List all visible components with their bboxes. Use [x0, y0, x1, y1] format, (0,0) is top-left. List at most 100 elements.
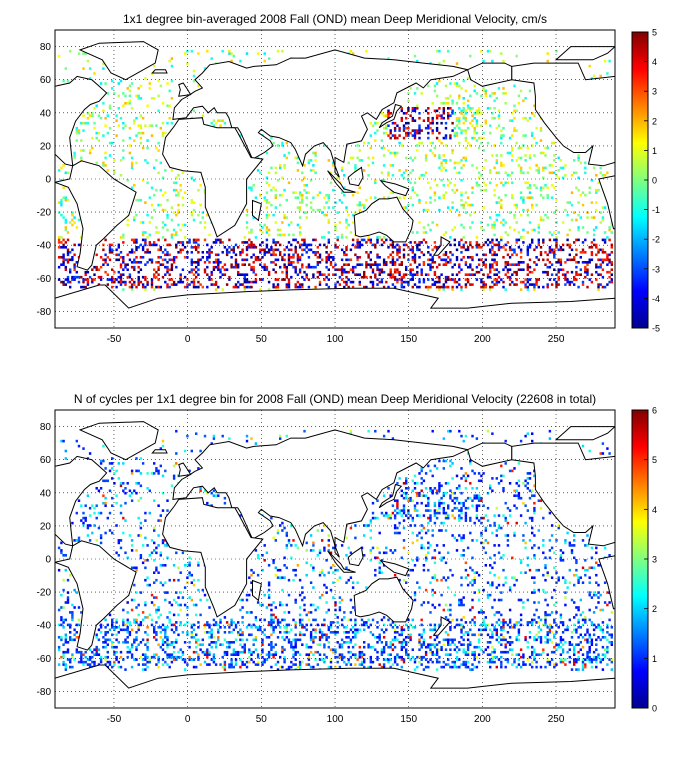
data-cell	[595, 270, 598, 274]
data-cell	[265, 151, 269, 155]
colorbar-tick-label: -2	[652, 235, 660, 245]
data-cell	[471, 668, 474, 671]
data-cell	[455, 665, 459, 669]
data-cell	[276, 668, 280, 671]
data-cell	[528, 156, 532, 160]
data-cell	[365, 586, 368, 589]
data-cell	[495, 628, 498, 632]
data-cell	[405, 623, 408, 627]
data-cell	[263, 263, 266, 266]
data-cell	[113, 660, 116, 664]
data-cell	[159, 126, 162, 130]
data-cell	[321, 258, 324, 262]
data-cell	[245, 258, 249, 262]
data-cell	[453, 184, 456, 187]
data-cell	[573, 583, 576, 587]
data-cell	[170, 263, 174, 266]
data-cell	[610, 251, 613, 254]
data-cell	[442, 258, 445, 262]
data-cell	[393, 268, 397, 271]
data-cell	[407, 636, 410, 639]
data-cell	[506, 174, 510, 177]
data-cell	[484, 263, 487, 266]
data-cell	[349, 280, 353, 284]
data-cell	[88, 77, 92, 80]
data-cell	[537, 226, 540, 229]
data-cell	[413, 156, 417, 160]
data-cell	[102, 67, 105, 70]
data-cell	[577, 285, 580, 289]
data-cell	[245, 226, 249, 229]
data-cell	[208, 606, 211, 609]
data-cell	[327, 196, 330, 199]
data-cell	[544, 618, 547, 622]
data-cell	[265, 228, 269, 232]
data-cell	[153, 273, 156, 276]
data-cell	[533, 248, 536, 252]
data-cell	[157, 285, 160, 289]
data-cell	[455, 655, 459, 659]
data-cell	[477, 611, 481, 614]
data-cell	[573, 648, 576, 651]
data-cell	[544, 665, 547, 669]
data-cell	[232, 665, 235, 669]
panel-velocity: 1x1 degree bin-averaged 2008 Fall (OND) …	[37, 12, 660, 345]
data-cell	[405, 156, 408, 160]
data-cell	[66, 648, 70, 651]
data-cell	[172, 613, 176, 617]
data-cell	[597, 636, 600, 639]
data-cell	[504, 92, 507, 95]
data-cell	[99, 278, 103, 281]
data-cell	[73, 265, 76, 269]
data-cell	[97, 638, 101, 642]
data-cell	[183, 603, 187, 607]
data-cell	[195, 285, 198, 289]
data-cell	[104, 116, 107, 120]
data-cell	[592, 233, 596, 237]
data-cell	[493, 628, 496, 632]
data-cell	[197, 258, 200, 262]
data-cell	[431, 102, 434, 105]
data-cell	[157, 273, 160, 276]
data-cell	[391, 164, 395, 167]
data-cell	[539, 641, 543, 644]
data-cell	[294, 653, 297, 656]
data-cell	[416, 129, 419, 132]
data-cell	[254, 278, 258, 281]
data-cell	[172, 658, 176, 661]
data-cell	[504, 171, 507, 175]
data-cell	[358, 256, 361, 259]
data-cell	[566, 201, 569, 204]
data-cell	[347, 258, 350, 262]
data-cell	[588, 186, 591, 190]
data-cell	[128, 273, 132, 276]
data-cell	[575, 613, 578, 617]
data-cell	[64, 665, 67, 669]
data-cell	[566, 626, 569, 629]
data-cell	[385, 643, 388, 646]
data-cell	[564, 581, 567, 584]
data-cell	[369, 275, 372, 279]
data-cell	[130, 251, 134, 254]
data-cell	[272, 251, 275, 254]
data-cell	[453, 593, 456, 597]
data-cell	[88, 658, 92, 661]
data-cell	[493, 251, 496, 254]
data-cell	[106, 631, 109, 634]
data-cell	[128, 275, 132, 279]
data-cell	[531, 653, 534, 656]
data-cell	[113, 92, 116, 95]
data-cell	[343, 660, 346, 664]
data-cell	[144, 263, 147, 266]
data-cell	[431, 129, 434, 132]
data-cell	[84, 278, 87, 281]
data-cell	[338, 655, 342, 659]
data-cell	[225, 641, 229, 644]
data-cell	[400, 275, 403, 279]
data-cell	[130, 655, 134, 659]
data-cell	[62, 588, 65, 592]
data-cell	[442, 233, 445, 237]
data-cell	[323, 243, 326, 247]
data-cell	[531, 203, 534, 207]
